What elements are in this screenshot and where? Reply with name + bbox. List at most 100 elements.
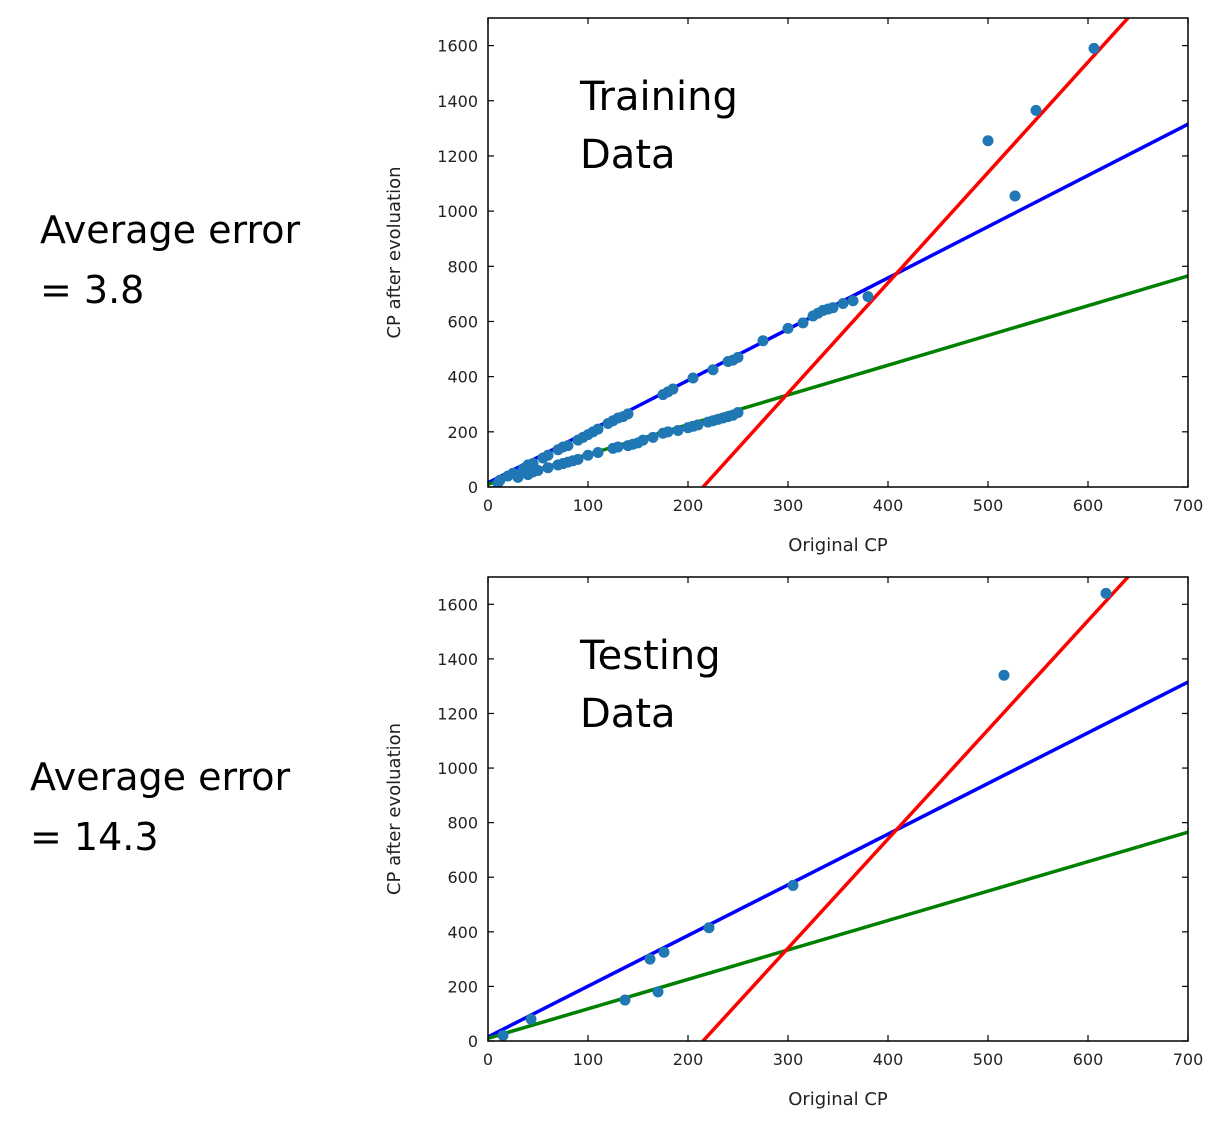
training-plot-frame	[487, 17, 1189, 488]
testing-error-line1: Average error	[30, 755, 291, 799]
data-point	[847, 295, 859, 307]
data-point	[1088, 42, 1100, 54]
x-tick-label: 100	[573, 496, 604, 515]
y-tick-label: 1200	[437, 147, 478, 166]
training-error-line2: = 3.8	[40, 268, 145, 312]
x-tick-label: 700	[1173, 496, 1204, 515]
data-point	[532, 464, 544, 476]
x-tick-label: 300	[773, 1050, 804, 1069]
data-point	[982, 135, 994, 147]
data-point	[644, 953, 656, 965]
x-axis-label: Original CP	[788, 1089, 888, 1110]
x-tick-label: 300	[773, 496, 804, 515]
data-point	[582, 449, 594, 461]
data-point	[542, 449, 554, 461]
training-chart: 0 100 200 300 400 500 600 700 0 200 400 600 800 1000 1…	[384, 17, 1204, 556]
y-tick-label: 1400	[437, 92, 478, 111]
data-point	[1030, 104, 1042, 116]
y-tick-label: 0	[468, 1032, 478, 1051]
data-point	[672, 424, 684, 436]
data-point	[797, 317, 809, 329]
x-tick-label: 200	[673, 1050, 704, 1069]
x-tick-label: 400	[873, 1050, 904, 1069]
data-point	[497, 1030, 509, 1041]
data-point	[562, 440, 574, 452]
data-point	[512, 471, 524, 483]
data-point	[492, 477, 504, 487]
y-axis-label: CP after evoluation	[384, 166, 405, 338]
data-point	[619, 994, 631, 1006]
y-tick-label: 1200	[437, 704, 478, 723]
x-tick-label: 500	[973, 1050, 1004, 1069]
data-point	[572, 453, 584, 465]
x-axis-label: Original CP	[788, 535, 888, 556]
y-tick-label: 800	[447, 814, 478, 833]
x-tick-label: 600	[1073, 496, 1104, 515]
y-tick-label: 600	[447, 868, 478, 887]
data-point	[757, 335, 769, 347]
x-tick-label: 200	[673, 496, 704, 515]
data-point	[622, 408, 634, 420]
x-tick-label: 500	[973, 496, 1004, 515]
blue-fit-line	[488, 680, 1188, 1039]
data-point	[525, 1013, 537, 1025]
testing-plot-area	[488, 577, 1188, 1041]
data-point	[862, 291, 874, 303]
training-annotation: Data	[580, 132, 676, 178]
data-point	[732, 407, 744, 419]
data-point	[637, 434, 649, 446]
y-axis-label: CP after evoluation	[384, 723, 405, 895]
x-tick-label: 100	[573, 1050, 604, 1069]
y-tick-label: 1600	[437, 595, 478, 614]
y-tick-label: 400	[447, 368, 478, 387]
y-tick-label: 600	[447, 312, 478, 331]
y-tick-label: 200	[447, 423, 478, 442]
y-tick-label: 400	[447, 923, 478, 942]
data-point	[592, 423, 604, 435]
y-tick-label: 800	[447, 257, 478, 276]
data-point	[732, 351, 744, 363]
data-point	[782, 322, 794, 334]
data-point	[692, 419, 704, 431]
data-point	[1009, 190, 1021, 202]
training-annotation: Training	[579, 74, 738, 120]
data-point	[703, 922, 715, 934]
data-point	[827, 302, 839, 314]
data-point	[592, 447, 604, 459]
data-point	[707, 364, 719, 376]
testing-annotation: Testing	[579, 633, 721, 679]
data-point	[998, 669, 1010, 681]
x-tick-label: 600	[1073, 1050, 1104, 1069]
y-tick-label: 1000	[437, 202, 478, 221]
data-point	[667, 383, 679, 395]
testing-plot-frame	[487, 576, 1189, 1042]
y-tick-label: 200	[447, 977, 478, 996]
y-tick-label: 1600	[437, 37, 478, 56]
data-point	[787, 879, 799, 891]
testing-error-line2: = 14.3	[30, 815, 159, 859]
data-point	[652, 986, 664, 998]
data-point	[1100, 587, 1112, 599]
x-tick-label: 400	[873, 496, 904, 515]
data-point	[687, 372, 699, 384]
training-plot-area	[488, 18, 1188, 487]
data-point	[612, 441, 624, 453]
data-point	[658, 946, 670, 958]
green-fit-line	[488, 830, 1188, 1040]
data-point	[662, 426, 674, 438]
red-fit-line	[701, 577, 1130, 1041]
data-point	[542, 462, 554, 474]
x-tick-label: 0	[483, 1050, 493, 1069]
testing-average-error: Average error = 14.3	[30, 747, 290, 867]
x-tick-label: 0	[483, 496, 493, 515]
y-tick-label: 1000	[437, 759, 478, 778]
y-tick-label: 0	[468, 478, 478, 497]
data-point	[647, 431, 659, 443]
training-error-line1: Average error	[40, 208, 301, 252]
data-point	[837, 298, 849, 310]
y-tick-label: 1400	[437, 650, 478, 669]
testing-annotation: Data	[580, 691, 676, 737]
red-fit-line	[701, 18, 1130, 487]
green-fit-line	[488, 274, 1188, 486]
